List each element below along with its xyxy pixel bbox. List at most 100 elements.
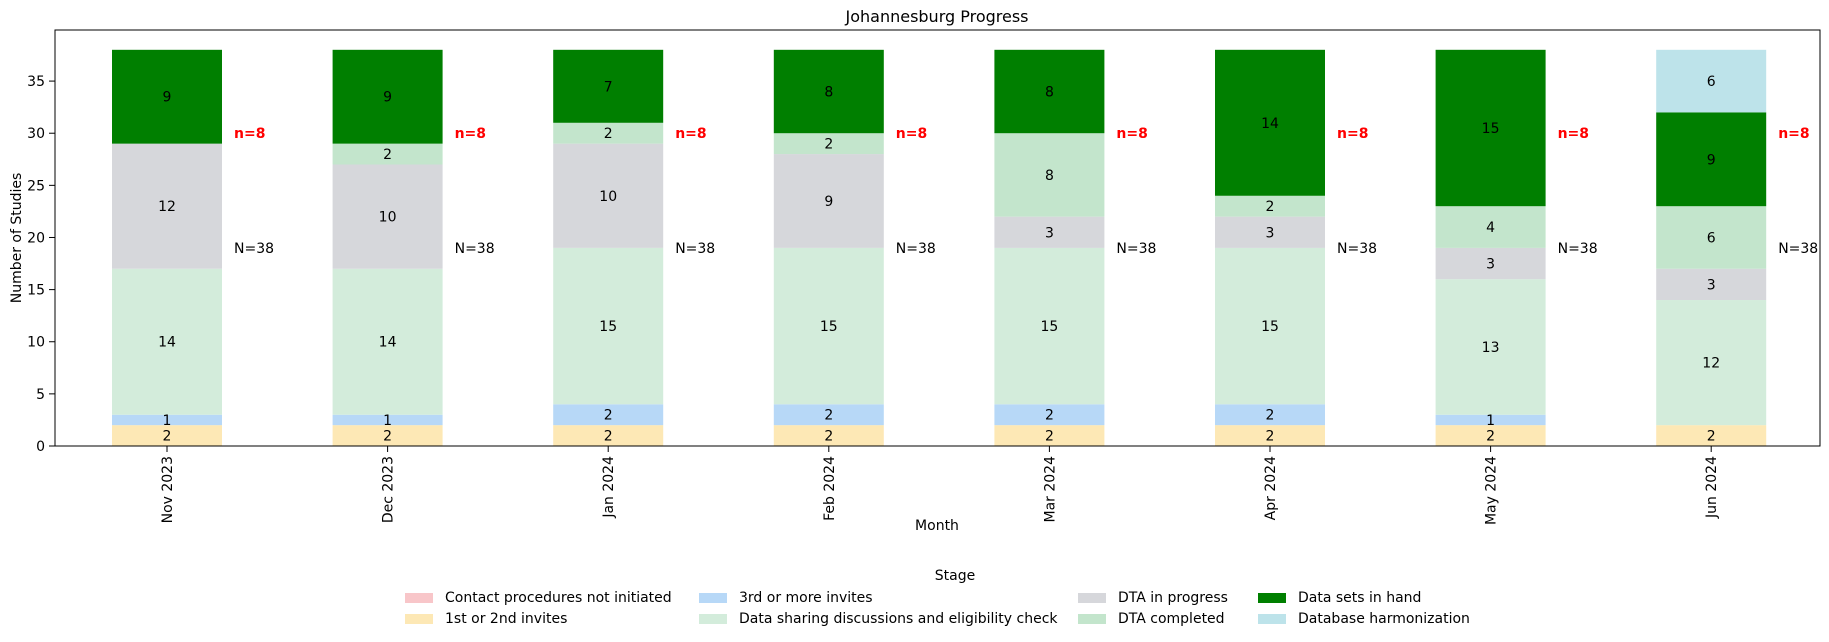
bar-value-label: 3 [1486, 257, 1495, 273]
bar-segment [332, 143, 443, 165]
bar-value-label: 2 [604, 408, 613, 424]
bar-segment [112, 49, 222, 144]
legend-swatch [699, 614, 727, 624]
bar-value-label: 9 [383, 90, 392, 106]
x-tick-label: May 2024 [1484, 456, 1500, 525]
legend-label: 1st or 2nd invites [445, 611, 568, 627]
bar-value-label: 9 [163, 90, 172, 106]
bar-value-label: 2 [1045, 429, 1054, 445]
x-tick-label: Apr 2024 [1263, 456, 1279, 520]
bar-value-label: 12 [1702, 356, 1720, 372]
legend-swatch [1258, 593, 1286, 603]
bar-value-label: 2 [824, 137, 833, 153]
legend-swatch [405, 593, 433, 603]
total-label: N=38 [1778, 241, 1818, 257]
bar-value-label: 8 [1045, 168, 1054, 184]
bar-segment [773, 154, 884, 248]
bar-segment [112, 268, 222, 415]
x-tick-label: Feb 2024 [822, 456, 838, 521]
annotations-layer: N=38 n=8 N=38 n=8 N=38 n=8 N=38 n=8 N=38 n=8 N=38 n… [234, 126, 1818, 257]
bar-segment [1435, 279, 1546, 415]
bar-value-label: 10 [379, 210, 397, 226]
total-label: N=38 [1337, 241, 1377, 257]
bar-segment [1435, 247, 1546, 280]
bar-segment [1656, 425, 1767, 446]
bar-value-label: 15 [1482, 121, 1500, 137]
y-tick-label: 30 [27, 126, 45, 142]
bar-value-label: 2 [824, 429, 833, 445]
legend-label: DTA completed [1118, 611, 1225, 627]
y-tick-label: 15 [27, 283, 45, 299]
total-label: N=38 [1116, 241, 1156, 257]
bar-segment [553, 425, 664, 446]
bar-segment [553, 122, 664, 144]
legend-label: Data sharing discussions and eligibility… [739, 611, 1058, 627]
bar-value-label: 10 [599, 189, 617, 205]
bar-value-label: 2 [1266, 199, 1275, 215]
y-axis: 0 5 10 15 20 25 30 35 [27, 74, 55, 455]
total-label: N=38 [675, 241, 715, 257]
x-axis: Nov 2023 Dec 2023 Jan 2024 Feb 2024 Mar 2024… [160, 446, 1720, 525]
legend-swatch [1258, 614, 1286, 624]
bar-value-label: 6 [1707, 74, 1716, 90]
x-tick-label: Nov 2023 [160, 456, 176, 523]
bar-segment [1656, 206, 1767, 269]
legend-item: Data sharing discussions and eligibility… [699, 609, 1058, 629]
bar-segment [994, 425, 1105, 446]
y-tick-label: 5 [36, 387, 45, 403]
bar-segment [1435, 49, 1546, 207]
bar-segment [1656, 112, 1767, 207]
y-tick-label: 20 [27, 230, 45, 246]
bar-value-label: 2 [1486, 429, 1495, 445]
x-tick-label: Mar 2024 [1042, 456, 1058, 523]
legend-item: DTA in progress [1078, 588, 1228, 608]
legend-swatch [1078, 614, 1106, 624]
bar-value-label: 2 [604, 126, 613, 142]
bar-value-label: 6 [1707, 230, 1716, 246]
bar-segment [112, 143, 222, 269]
bar-value-label: 9 [824, 194, 833, 210]
bar-value-label: 13 [1482, 340, 1500, 356]
highlight-label: n=8 [675, 126, 706, 142]
bar-value-label: 1 [383, 413, 392, 429]
bar-segment [1215, 247, 1325, 405]
bar-value-label: 14 [158, 335, 176, 351]
bar-segment [1656, 49, 1767, 113]
bar-segment [1656, 268, 1767, 301]
legend: Stage Contact procedures not initiated 1s… [405, 568, 1505, 638]
segment-labels-layer: 2114129211410292215102722159282215388221… [158, 74, 1720, 444]
bar-segment [332, 268, 443, 415]
bar-value-label: 9 [1707, 152, 1716, 168]
highlight-label: n=8 [234, 126, 265, 142]
y-tick-label: 10 [27, 335, 45, 351]
bar-value-label: 8 [1045, 85, 1054, 101]
bar-value-label: 2 [383, 429, 392, 445]
legend-item: 1st or 2nd invites [405, 609, 567, 629]
bar-segment [553, 247, 664, 405]
legend-swatch [699, 593, 727, 603]
legend-label: Data sets in hand [1298, 590, 1422, 606]
legend-label: Database harmonization [1298, 611, 1470, 627]
bar-segment [1435, 206, 1546, 248]
x-tick-label: Dec 2023 [381, 456, 397, 523]
y-tick-label: 0 [36, 439, 45, 455]
bar-segment [332, 414, 443, 426]
total-label: N=38 [896, 241, 936, 257]
bar-value-label: 1 [1486, 413, 1495, 429]
bar-value-label: 2 [1266, 429, 1275, 445]
bar-segment [1215, 404, 1325, 426]
y-tick-label: 35 [27, 74, 45, 90]
legend-label: 3rd or more invites [739, 590, 873, 606]
bar-value-label: 2 [604, 429, 613, 445]
x-tick-label: Jun 2024 [1704, 456, 1720, 519]
bar-value-label: 15 [1040, 319, 1058, 335]
bar-segment [553, 49, 664, 123]
bar-segment [332, 164, 443, 269]
highlight-label: n=8 [896, 126, 927, 142]
bar-segment [1435, 425, 1546, 446]
legend-title: Stage [934, 568, 976, 584]
bar-segment [1656, 300, 1767, 426]
bar-value-label: 15 [599, 319, 617, 335]
bar-segment [773, 133, 884, 155]
